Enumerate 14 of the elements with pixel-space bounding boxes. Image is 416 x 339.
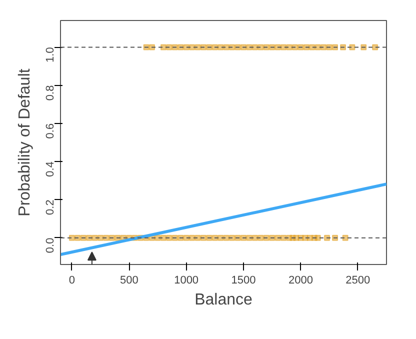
- x-tick-label: 500: [120, 274, 138, 286]
- x-tick-label: 1500: [231, 274, 256, 286]
- x-axis-title: Balance: [194, 292, 253, 308]
- y-tick-label: 0.4: [44, 162, 56, 177]
- y-tick-label: 0.0: [44, 238, 56, 254]
- y-axis-title: Probability of Default: [16, 68, 34, 216]
- x-tick-label: 0: [68, 274, 76, 286]
- y-tick-label: 1.0: [44, 47, 56, 62]
- x-tick-label: 1000: [174, 274, 199, 286]
- x-tick-label: 2500: [346, 274, 370, 286]
- y-tick-label: 0.6: [44, 123, 56, 139]
- y-tick-label: 0.2: [44, 200, 56, 215]
- x-tick-label: 2000: [288, 274, 313, 286]
- y-tick-label: 0.8: [44, 85, 56, 101]
